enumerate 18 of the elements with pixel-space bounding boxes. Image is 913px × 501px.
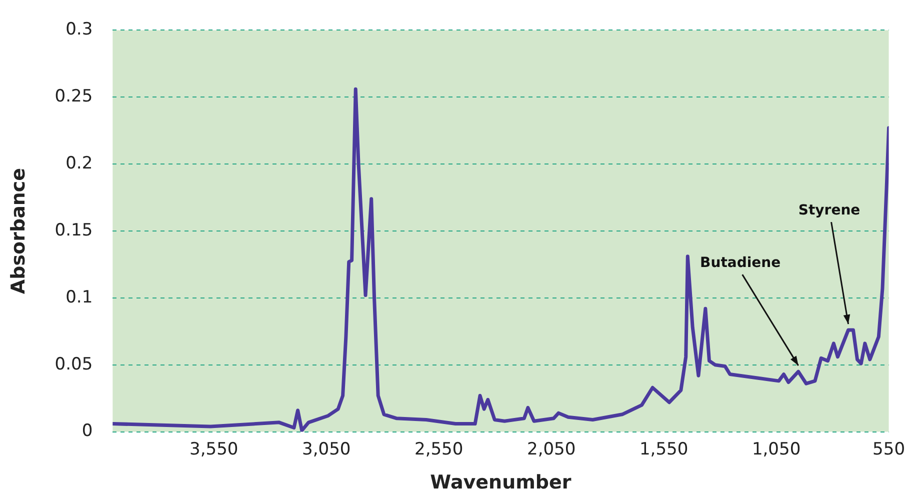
x-axis-title: Wavenumber — [430, 472, 572, 494]
y-tick-label: 0.2 — [66, 153, 93, 174]
x-tick-label: 3,050 — [302, 439, 351, 460]
y-tick-label: 0.25 — [54, 86, 93, 107]
x-tick-label: 550 — [872, 439, 906, 460]
y-tick-label: 0.1 — [66, 287, 93, 308]
annotation: Butadiene — [700, 255, 781, 272]
y-axis-title: Absorbance — [7, 168, 30, 294]
annotation: Styrene — [798, 202, 860, 219]
x-tick-label: 3,550 — [190, 439, 238, 460]
y-tick-label: 0 — [82, 421, 93, 442]
y-tick-label: 0.05 — [54, 354, 93, 374]
y-tick-label: 0.15 — [54, 220, 93, 240]
x-tick-label: 2,550 — [414, 439, 464, 460]
x-tick-label: 1,550 — [639, 439, 688, 460]
x-tick-label: 1,050 — [752, 439, 801, 460]
x-tick-label: 2,050 — [526, 439, 576, 460]
y-tick-label: 0.3 — [66, 20, 93, 40]
